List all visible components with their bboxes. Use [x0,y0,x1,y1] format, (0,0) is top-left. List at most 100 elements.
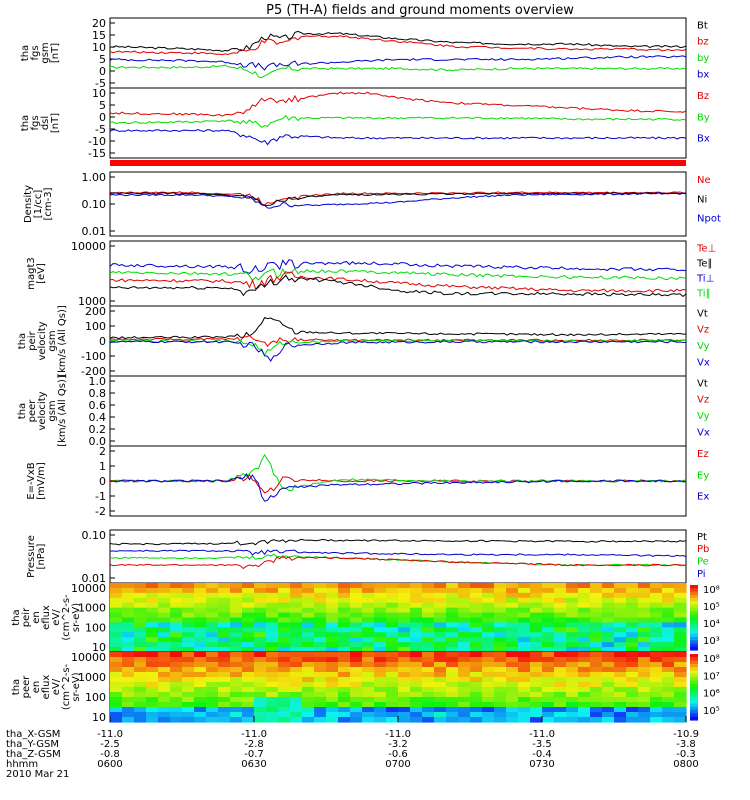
spectrogram-cell [242,587,255,594]
spectrogram-cell [194,697,207,703]
spectrogram-cell [146,717,159,723]
y-axis-label: eflux [41,675,52,700]
spectrogram-cell [122,592,135,599]
spectrogram-cell [254,642,267,648]
spectrogram-cell [602,662,615,668]
spectrogram-cell [614,712,627,718]
spectrogram-cell [122,677,135,683]
legend-entry: Pe [697,557,709,568]
spectrogram-cell [146,657,159,663]
spectrogram-cell [542,607,555,614]
spectrogram-cell [554,622,567,628]
x-axis-row-label: hhmm [6,759,38,770]
spectrogram-cell [314,677,327,683]
spectrogram-cell [230,672,243,678]
spectrogram-cell [494,607,507,614]
spectrogram-cell [158,692,171,698]
spectrogram-cell [410,692,423,698]
spectrogram-cell [674,677,687,683]
spectrogram-cell [314,692,327,698]
spectrogram-cell [194,642,207,648]
spectrogram-cell [194,617,207,624]
spectrogram-cell [674,637,687,643]
spectrogram-cell [158,687,171,693]
legend-entry: Vx [697,357,710,368]
spectrogram-cell [530,617,543,624]
spectrogram-cell [302,587,315,594]
spectrogram-cell [182,672,195,678]
spectrogram-cell [662,687,675,693]
spectrogram-cell [314,702,327,708]
spectrogram-cell [542,587,555,594]
spectrogram-cell [638,717,651,723]
spectrogram-cell [326,657,339,663]
spectrogram-cell [674,612,687,619]
spectrogram-cell [398,707,411,713]
spectrogram-cell [614,682,627,688]
spectrogram-cell [602,682,615,688]
series-line-ez [110,474,686,494]
spectrogram-cell [410,677,423,683]
spectrogram-cell [338,652,351,658]
spectrogram-cell [134,702,147,708]
spectrogram-cell [590,682,603,688]
spectrogram-cell [194,647,207,653]
spectrogram-cell [158,672,171,678]
spectrogram-cell [638,607,651,614]
spectrogram-cell [170,672,183,678]
spectrogram-cell [650,587,663,594]
spectrogram-cell [434,597,447,604]
spectrogram-cell [434,697,447,703]
spectrogram-cell [314,687,327,693]
spectrogram-cell [650,597,663,604]
spectrogram-cell [434,707,447,713]
spectrogram-cell [458,602,471,609]
spectrogram-cell [218,622,231,628]
spectrogram-cell [110,707,123,713]
spectrogram-cell [590,687,603,693]
spectrogram-cell [362,672,375,678]
spectrogram-cell [434,617,447,624]
series-line-vz [110,334,686,348]
colorbar-tick-label: 10⁸ [703,585,720,596]
spectrogram-cell [662,662,675,668]
spectrogram-cell [122,692,135,698]
spectrogram-cell [278,622,291,628]
spectrogram-cell [542,682,555,688]
spectrogram-cell [194,637,207,643]
spectrogram-cell [494,707,507,713]
spectrogram-cell [146,702,159,708]
spectrogram-cell [566,587,579,594]
spectrogram-cell [386,622,399,628]
spectrogram-cell [614,617,627,624]
spectrogram-cell [242,642,255,648]
spectrogram-cell [218,637,231,643]
legend-entry: Ti⊥ [696,274,714,285]
y-axis-label: tha [17,403,28,419]
spectrogram-cell [134,612,147,619]
spectrogram-cell [638,652,651,658]
spectrogram-cell [494,652,507,658]
x-axis-row-value: -11.0 [241,729,267,740]
spectrogram-cell [458,622,471,628]
spectrogram-cell [230,667,243,673]
spectrogram-cell [494,597,507,604]
spectrogram-cell [434,607,447,614]
y-tick-label: 0.8 [89,387,107,400]
legend-entry: Bz [697,91,709,102]
spectrogram-cell [578,657,591,663]
spectrogram-cell [314,667,327,673]
spectrogram-cell [662,657,675,663]
spectrogram-cell [674,587,687,594]
spectrogram-cell [230,587,243,594]
spectrogram-cell [122,612,135,619]
spectrogram-cell [494,583,507,589]
spectrogram-cell [398,627,411,633]
spectrogram-cell [530,657,543,663]
spectrogram-cell [302,697,315,703]
spectrogram-cell [326,592,339,599]
spectrogram-cell [278,672,291,678]
y-tick-label: -200 [81,365,106,378]
spectrogram-cell [362,702,375,708]
spectrogram-cell [446,677,459,683]
